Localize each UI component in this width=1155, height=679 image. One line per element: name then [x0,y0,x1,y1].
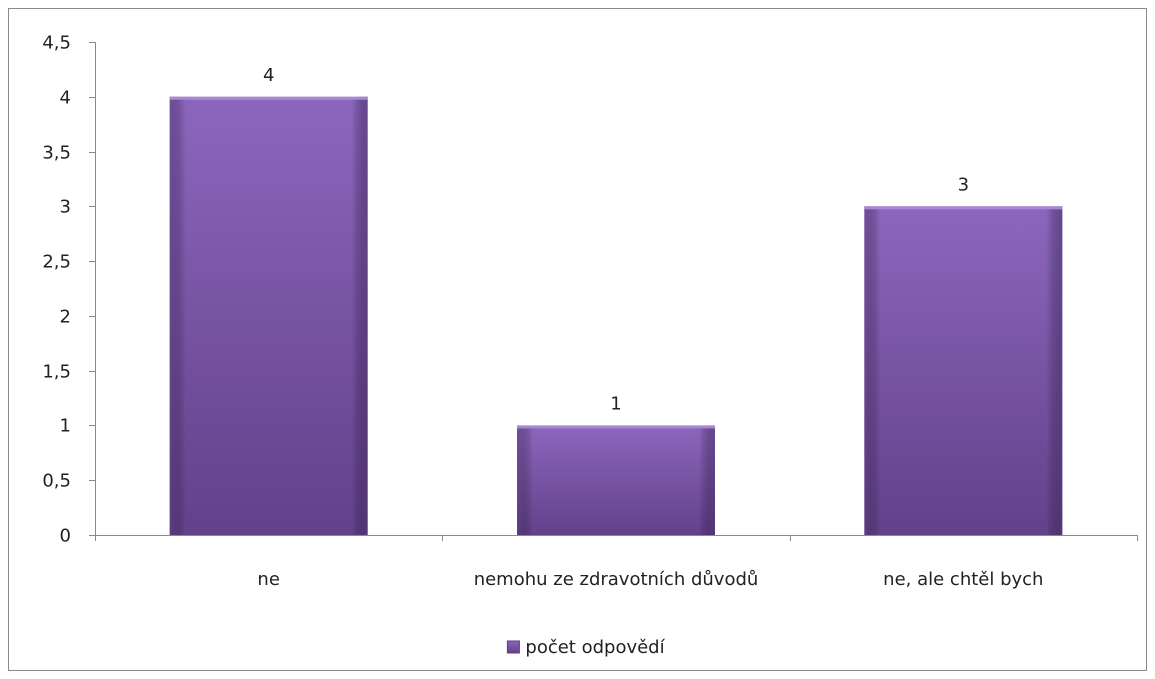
y-tick-label: 4 [60,88,71,109]
legend-label: počet odpovědí [525,637,665,658]
category-label-1: nemohu ze zdravotních důvodů [474,569,759,590]
data-label-2: 3 [958,174,969,195]
y-tick-label: 1 [60,416,71,437]
y-tick-label: 3,5 [42,143,71,164]
y-tick-label: 0 [60,526,71,547]
data-label-0: 4 [263,65,274,86]
bar-shading-1 [517,425,715,535]
bar-shading-0 [169,96,368,536]
legend-swatch [506,640,520,654]
y-tick-label: 2 [60,307,71,328]
category-label-0: ne [257,569,279,590]
bar-top-highlight-0 [169,96,368,100]
y-tick-label: 1,5 [42,362,71,383]
bar-top-highlight-2 [864,206,1063,210]
category-label-2: ne, ale chtěl bych [883,569,1043,590]
y-tick-label: 3 [60,197,71,218]
bar-top-highlight-1 [517,425,715,429]
y-tick-label: 4,5 [42,33,71,54]
bar-shading-2 [864,206,1063,536]
y-tick-label: 2,5 [42,252,71,273]
y-tick-label: 0,5 [42,471,71,492]
data-label-1: 1 [610,393,621,414]
